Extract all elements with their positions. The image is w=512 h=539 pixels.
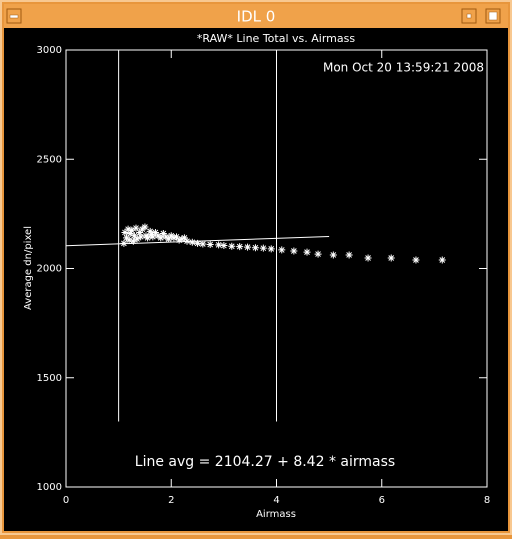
data-point [345, 251, 353, 259]
data-point [137, 233, 145, 241]
data-point [364, 254, 372, 262]
data-point [303, 248, 311, 256]
data-point [151, 228, 159, 236]
data-point [124, 225, 132, 233]
data-point [146, 227, 154, 235]
data-point [188, 238, 196, 246]
y-axis-label: Average dn/pixel [23, 226, 34, 310]
data-point [173, 233, 181, 241]
minimize-icon [466, 13, 472, 19]
data-point [438, 256, 446, 264]
fit-equation: Line avg = 2104.27 + 8.42 * airmass [135, 454, 395, 470]
data-point [159, 230, 167, 238]
y-tick-label: 1000 [37, 482, 62, 493]
data-point [244, 243, 252, 251]
data-point [126, 230, 134, 238]
title-bar[interactable] [4, 4, 508, 28]
plot: *RAW* Line Total vs. Airmass Mon Oct 20 … [23, 32, 490, 520]
data-point [129, 237, 137, 245]
data-point [387, 254, 395, 262]
data-point [178, 235, 186, 243]
data-point [183, 237, 191, 245]
y-tick-label: 2000 [37, 264, 62, 275]
data-point [141, 223, 149, 231]
data-point [133, 235, 141, 243]
plot-canvas [4, 28, 508, 531]
data-point [314, 250, 322, 258]
y-tick-label: 1500 [37, 373, 62, 384]
data-point [125, 236, 133, 244]
data-point [215, 241, 223, 249]
x-axis-label: Airmass [256, 509, 296, 520]
x-tick-label: 2 [168, 495, 174, 506]
data-point [149, 233, 157, 241]
x-tick-label: 0 [63, 495, 69, 506]
data-point [228, 242, 236, 250]
data-point [259, 244, 267, 252]
x-tick-label: 6 [379, 495, 385, 506]
data-point [157, 234, 165, 242]
data-point [165, 235, 173, 243]
data-point [412, 256, 420, 264]
data-point [329, 251, 337, 259]
x-tick-label: 4 [273, 495, 279, 506]
data-point [251, 244, 259, 252]
menu-icon [9, 14, 19, 19]
chart-title: *RAW* Line Total vs. Airmass [197, 32, 355, 45]
data-point [136, 228, 144, 236]
data-point [220, 242, 228, 250]
data-point [236, 243, 244, 251]
data-point [144, 234, 152, 242]
data-point [132, 224, 140, 232]
timestamp: Mon Oct 20 13:59:21 2008 [323, 61, 484, 75]
data-point [267, 245, 275, 253]
data-point [120, 239, 128, 247]
y-tick-label: 2500 [37, 154, 62, 165]
data-point [175, 236, 183, 244]
data-point [130, 232, 138, 240]
data-point [199, 240, 207, 248]
data-point [121, 228, 129, 236]
data-point [278, 246, 286, 254]
data-point [170, 234, 178, 242]
maximize-icon [488, 11, 498, 21]
data-point [206, 240, 214, 248]
data-point [290, 247, 298, 255]
data-point [194, 239, 202, 247]
y-tick-label: 3000 [37, 45, 62, 56]
data-point [128, 226, 136, 234]
window-title: IDL 0 [237, 8, 276, 26]
data-point [180, 234, 188, 242]
x-tick-label: 8 [484, 495, 490, 506]
